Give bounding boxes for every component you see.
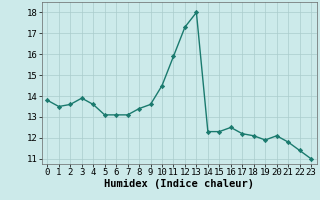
- X-axis label: Humidex (Indice chaleur): Humidex (Indice chaleur): [104, 179, 254, 189]
